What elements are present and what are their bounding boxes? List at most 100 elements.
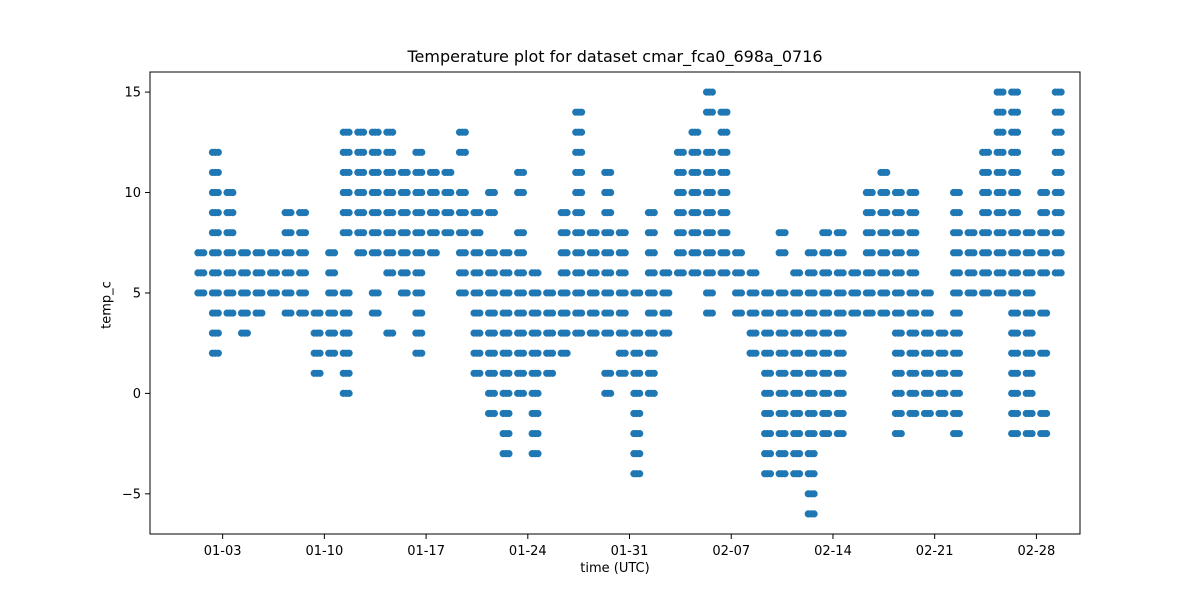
data-point (563, 309, 571, 317)
data-point (810, 309, 818, 317)
data-point (563, 209, 571, 217)
data-point (1028, 409, 1036, 418)
x-axis-label: time (UTC) (580, 561, 650, 576)
data-point (679, 148, 687, 156)
data-point (1042, 409, 1051, 418)
data-point (810, 389, 818, 397)
data-point (825, 289, 833, 297)
data-point (519, 349, 528, 357)
data-point (781, 389, 789, 397)
data-point (694, 188, 702, 197)
data-point (912, 389, 920, 397)
data-point (1013, 329, 1022, 337)
data-point (955, 329, 963, 337)
data-point (723, 128, 731, 136)
data-point (839, 329, 847, 337)
data-point (360, 229, 368, 237)
data-point (984, 269, 993, 277)
data-point (490, 409, 498, 418)
data-point (374, 128, 382, 136)
data-point (955, 249, 963, 257)
data-point (1013, 108, 1022, 116)
data-point (708, 269, 716, 277)
data-point (505, 369, 513, 377)
data-point (418, 309, 426, 317)
data-point (287, 209, 295, 217)
data-point (810, 369, 818, 377)
data-point (461, 249, 469, 257)
data-point (723, 229, 731, 237)
x-axis-ticks: 01-03 01-10 01-17 01-24 01-31 02-07 02-14 02-21… (204, 534, 1055, 559)
data-point (490, 349, 498, 357)
data-point (360, 148, 368, 156)
data-point (258, 289, 266, 297)
data-point (825, 409, 833, 418)
data-point (229, 188, 237, 197)
data-point (810, 329, 818, 337)
data-point (1028, 249, 1036, 257)
data-point (708, 88, 716, 96)
data-point (795, 389, 804, 397)
data-point (490, 389, 498, 397)
data-point (229, 249, 237, 257)
data-point (839, 349, 847, 357)
data-point (984, 249, 993, 257)
data-point (694, 128, 702, 136)
data-point (345, 148, 353, 156)
data-point (810, 409, 818, 418)
data-point (534, 289, 542, 297)
data-point (766, 289, 775, 297)
data-point (316, 329, 324, 337)
data-point (1013, 88, 1022, 96)
data-point (984, 148, 993, 156)
data-point (955, 309, 963, 317)
data-point (258, 249, 266, 257)
data-point (737, 249, 746, 257)
data-point (810, 269, 818, 277)
data-point (897, 188, 905, 197)
data-point (214, 289, 222, 297)
data-point (447, 229, 455, 237)
data-point (970, 249, 978, 257)
y-tick-label: 0 (133, 387, 141, 402)
data-point (389, 188, 397, 197)
data-point (839, 229, 847, 237)
data-point (214, 168, 222, 177)
data-point (330, 289, 339, 297)
data-point (897, 369, 905, 377)
data-point (345, 229, 353, 237)
y-tick-label: −5 (122, 487, 141, 502)
data-point (999, 269, 1007, 277)
x-tick-label: 01-10 (305, 544, 343, 559)
data-point (330, 349, 339, 357)
data-point (810, 490, 818, 498)
data-point (301, 309, 310, 317)
data-point (955, 429, 963, 438)
data-point (665, 289, 673, 297)
data-point (330, 249, 339, 257)
data-point (607, 188, 615, 197)
y-tick-label: 15 (124, 86, 141, 101)
chart-title: Temperature plot for dataset cmar_fca0_6… (407, 47, 823, 66)
data-point (360, 249, 368, 257)
data-point (461, 209, 469, 217)
y-tick-label: 5 (133, 286, 141, 301)
data-point (1042, 269, 1051, 277)
data-point (534, 269, 542, 277)
data-point (1057, 269, 1065, 277)
data-point (636, 450, 644, 458)
data-point (301, 229, 310, 237)
data-point (665, 269, 673, 277)
data-point (1042, 229, 1051, 237)
data-point (679, 269, 687, 277)
x-tick-label: 01-24 (509, 544, 547, 559)
data-point (389, 209, 397, 217)
data-point (1057, 108, 1065, 116)
data-point (316, 369, 324, 377)
data-point (955, 229, 963, 237)
data-point (897, 269, 905, 277)
data-point (708, 209, 716, 217)
data-point (563, 289, 571, 297)
data-point (200, 249, 208, 257)
